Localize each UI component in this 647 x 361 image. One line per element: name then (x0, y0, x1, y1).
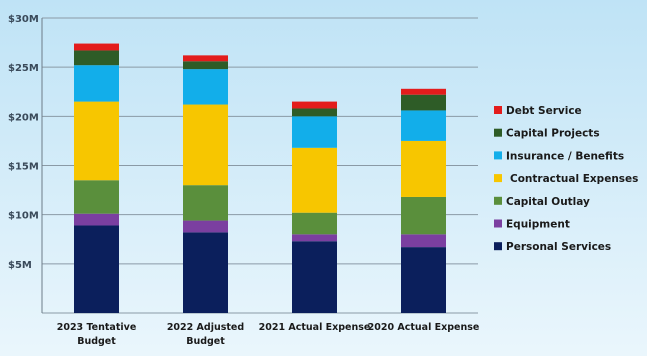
legend-label: Capital Outlay (506, 196, 590, 208)
legend-swatch (494, 106, 502, 114)
legend-label: Capital Projects (506, 128, 600, 140)
bar-segment (401, 197, 446, 234)
bar-segment (401, 89, 446, 95)
bar-segment (292, 102, 337, 109)
legend-swatch (494, 197, 502, 205)
legend-swatch (494, 129, 502, 137)
y-tick-label: $15M (8, 162, 39, 173)
bar-segment (74, 44, 119, 51)
bar-segment (401, 234, 446, 247)
y-tick-label: $10M (8, 211, 39, 222)
bar-segment (74, 65, 119, 101)
x-tick-label: 2020 Actual Expense (368, 322, 480, 333)
y-tick-label: $20M (8, 112, 39, 123)
bar-segment (401, 95, 446, 111)
x-tick-label: 2021 Actual Expense (259, 322, 371, 333)
legend-swatch (494, 220, 502, 228)
bar-segment (74, 50, 119, 65)
bar-segment (292, 108, 337, 116)
legend-swatch (494, 151, 502, 159)
legend-label: Equipment (506, 219, 570, 231)
y-tick-label: $30M (8, 14, 39, 25)
bar-segment (292, 234, 337, 241)
legend-label: Insurance / Benefits (506, 150, 624, 162)
bar-segment (401, 141, 446, 197)
bar-segment (74, 102, 119, 181)
x-tick-label: 2023 Tentative (57, 322, 137, 333)
bar-segment (183, 232, 228, 313)
bar-segment (74, 180, 119, 213)
legend-label: Contractual Expenses (510, 173, 638, 185)
bar-segment (183, 55, 228, 61)
legend-swatch (494, 242, 502, 250)
bar-segment (292, 116, 337, 147)
x-tick-label: Budget (77, 336, 116, 347)
bar-segment (183, 185, 228, 220)
bar-segment (292, 148, 337, 213)
bar-segment (401, 247, 446, 313)
bar-segment (292, 213, 337, 235)
bar-segment (292, 241, 337, 313)
x-tick-label: 2022 Adjusted (167, 322, 244, 333)
x-tick-label: Budget (186, 336, 225, 347)
y-tick-label: $25M (8, 63, 39, 74)
bar-segment (74, 225, 119, 313)
bar-segment (183, 69, 228, 104)
legend-swatch (494, 174, 502, 182)
legend-label: Personal Services (506, 241, 611, 253)
bar-segment (183, 61, 228, 69)
bar-segment (74, 214, 119, 226)
y-tick-label: $5M (8, 260, 32, 271)
bar-segment (401, 110, 446, 140)
bar-segment (183, 221, 228, 233)
legend-label: Debt Service (506, 105, 582, 117)
bar-segment (183, 105, 228, 186)
